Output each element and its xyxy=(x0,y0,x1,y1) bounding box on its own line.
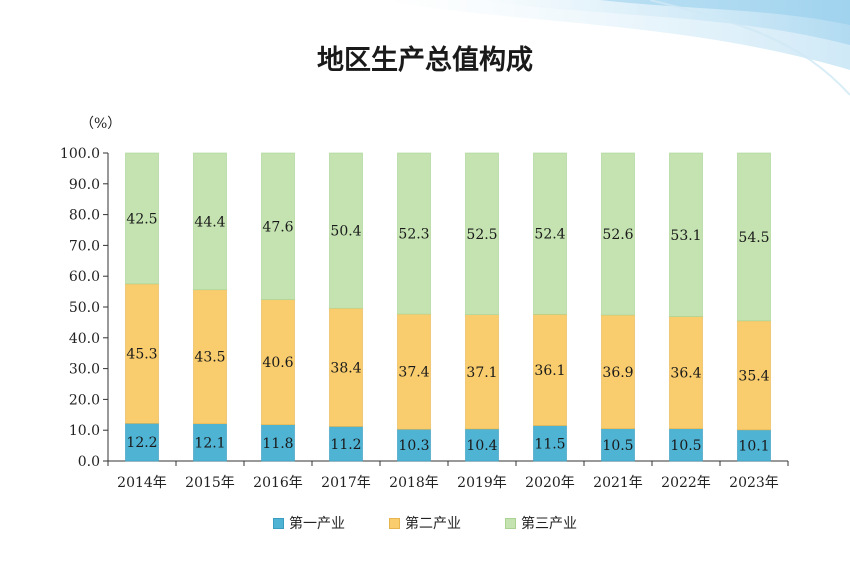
bar-secondary xyxy=(125,283,159,424)
bar-primary xyxy=(601,428,635,462)
y-tick-label: 10.0 xyxy=(69,423,100,439)
data-label-secondary: 35.4 xyxy=(738,368,769,384)
bar-secondary xyxy=(533,314,567,426)
bar-tertiary xyxy=(533,152,567,315)
data-label-secondary: 43.5 xyxy=(194,350,225,366)
x-category-label: 2021年 xyxy=(593,475,643,491)
data-label-tertiary: 53.1 xyxy=(670,228,701,244)
legend-item-tertiary: 第三产业 xyxy=(505,513,577,533)
legend-swatch-primary xyxy=(273,517,284,529)
legend-item-secondary: 第二产业 xyxy=(389,513,461,533)
x-category-label: 2016年 xyxy=(253,475,303,491)
legend-swatch-secondary xyxy=(389,517,400,529)
y-tick-label: 30.0 xyxy=(69,362,100,378)
decorative-wave-header xyxy=(380,0,850,96)
legend-label-primary: 第一产业 xyxy=(289,516,345,532)
bar-tertiary xyxy=(125,152,159,285)
data-label-tertiary: 52.3 xyxy=(398,227,429,243)
y-axis-unit-label: （%） xyxy=(80,116,122,132)
x-category-label: 2020年 xyxy=(525,475,575,491)
bar-primary xyxy=(465,428,499,462)
legend-label-secondary: 第二产业 xyxy=(405,516,461,532)
data-label-tertiary: 54.5 xyxy=(738,230,769,246)
bar-tertiary xyxy=(601,152,635,316)
data-label-primary: 10.4 xyxy=(466,438,497,454)
chart-labels: 12.2 45.3 42.5 2014年 12.1 43.5 44.4 2015年 11.8 40… xyxy=(117,211,779,491)
chart-bars xyxy=(125,152,771,462)
data-label-secondary: 40.6 xyxy=(262,355,293,371)
bar-secondary xyxy=(601,314,635,429)
bar-tertiary xyxy=(465,152,499,315)
bar-secondary xyxy=(261,299,295,425)
x-category-label: 2015年 xyxy=(185,475,235,491)
y-tick-label: 50.0 xyxy=(69,300,100,316)
legend-swatch-tertiary xyxy=(505,517,516,529)
data-label-tertiary: 44.4 xyxy=(194,214,225,230)
x-category-label: 2022年 xyxy=(661,475,711,491)
bar-primary xyxy=(261,424,295,462)
y-tick-label: 90.0 xyxy=(69,177,100,193)
data-label-primary: 10.5 xyxy=(670,438,701,454)
y-tick-label: 20.0 xyxy=(69,392,100,408)
x-category-label: 2018年 xyxy=(389,475,439,491)
x-category-label: 2023年 xyxy=(729,475,779,491)
chart-title: 地区生产总值构成 xyxy=(317,45,533,76)
y-tick-label: 0.0 xyxy=(78,454,100,470)
data-label-tertiary: 52.4 xyxy=(534,227,565,243)
y-tick-label: 80.0 xyxy=(69,208,100,224)
bar-tertiary xyxy=(397,152,431,315)
bar-tertiary xyxy=(329,152,363,309)
bar-secondary xyxy=(465,314,499,430)
data-label-secondary: 38.4 xyxy=(330,360,361,376)
data-label-tertiary: 52.5 xyxy=(466,227,497,243)
legend-item-primary: 第一产业 xyxy=(273,513,345,533)
data-label-tertiary: 50.4 xyxy=(330,224,361,240)
data-label-tertiary: 47.6 xyxy=(262,219,293,235)
data-label-primary: 11.5 xyxy=(534,436,565,452)
chart-axes: 0.0 10.0 20.0 30.0 40.0 50.0 60.0 70.0 80.0 90.0 1… xyxy=(60,146,789,470)
data-label-secondary: 36.9 xyxy=(602,365,633,381)
y-tick-label: 100.0 xyxy=(60,146,100,162)
bar-primary xyxy=(737,429,771,462)
bar-tertiary xyxy=(261,152,295,300)
data-label-primary: 10.1 xyxy=(738,438,769,454)
bar-secondary xyxy=(329,307,363,427)
data-label-secondary: 37.4 xyxy=(398,365,429,381)
x-category-label: 2019年 xyxy=(457,475,507,491)
bar-tertiary xyxy=(669,152,703,317)
bar-primary xyxy=(125,423,159,462)
bar-primary xyxy=(193,423,227,462)
data-label-secondary: 37.1 xyxy=(466,365,497,381)
data-label-primary: 11.2 xyxy=(330,437,361,453)
bar-tertiary xyxy=(193,152,227,291)
bar-primary xyxy=(533,425,567,462)
data-label-primary: 10.5 xyxy=(602,438,633,454)
bar-secondary xyxy=(669,316,703,429)
y-tick-label: 70.0 xyxy=(69,238,100,254)
x-category-label: 2017年 xyxy=(321,475,371,491)
x-category-label: 2014年 xyxy=(117,475,167,491)
bar-tertiary xyxy=(737,152,771,322)
data-label-primary: 10.3 xyxy=(398,438,429,454)
legend-label-tertiary: 第三产业 xyxy=(521,516,577,532)
chart-legend: 第一产业 第二产业 第三产业 xyxy=(0,513,850,533)
data-label-primary: 12.2 xyxy=(126,435,157,451)
bar-primary xyxy=(669,428,703,462)
y-tick-label: 60.0 xyxy=(69,269,100,285)
data-label-primary: 12.1 xyxy=(194,435,225,451)
y-tick-label: 40.0 xyxy=(69,331,100,347)
data-label-primary: 11.8 xyxy=(262,436,293,452)
data-label-secondary: 36.1 xyxy=(534,363,565,379)
bar-secondary xyxy=(397,313,431,430)
data-label-secondary: 45.3 xyxy=(126,347,157,363)
data-label-tertiary: 52.6 xyxy=(602,227,633,243)
bar-primary xyxy=(397,428,431,462)
data-label-secondary: 36.4 xyxy=(670,366,701,382)
data-label-tertiary: 42.5 xyxy=(126,211,157,227)
